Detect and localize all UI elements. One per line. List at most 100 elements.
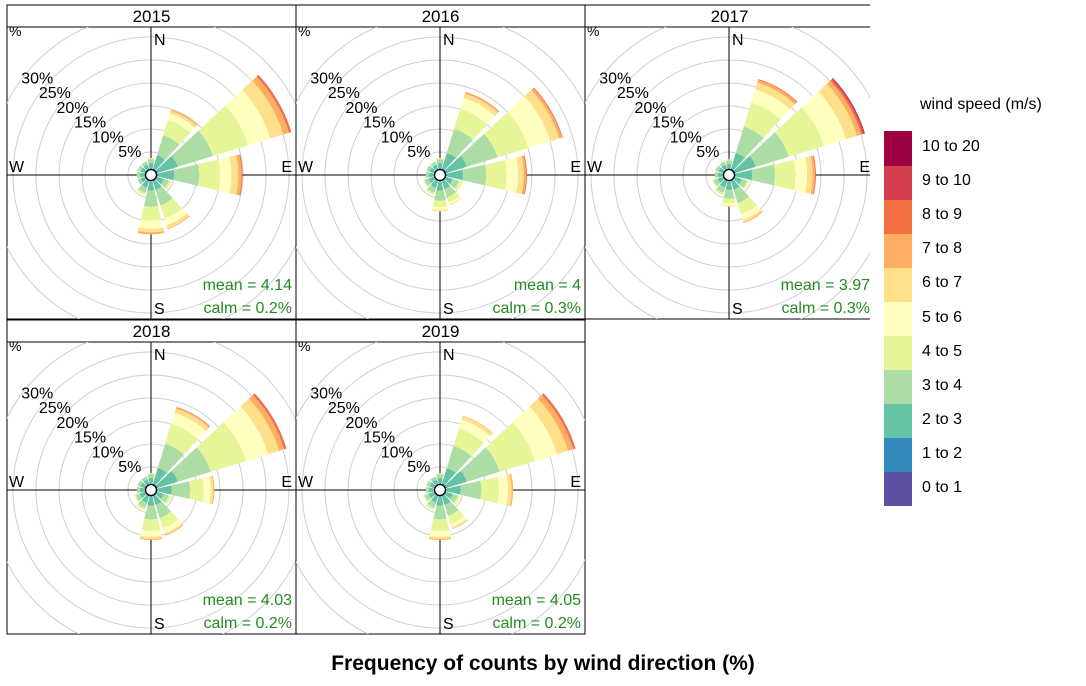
panel-year-label: 2016	[422, 7, 460, 26]
calm-circle	[722, 168, 736, 182]
wedge-120-bin-4	[453, 495, 461, 505]
wedge-150-bin-4	[159, 511, 179, 529]
wedge-30-bin-4	[165, 424, 199, 455]
compass-n: N	[154, 32, 166, 49]
wedge-30-bin-7	[170, 109, 198, 126]
wedge-120-bin-2	[155, 176, 164, 185]
wedge-120-bin-5	[166, 496, 173, 506]
radial-tick-label: 25%	[328, 85, 360, 102]
radial-unit-label: %	[587, 23, 599, 39]
wedge-30-bin-2	[731, 153, 745, 170]
wedge-150-bin-4	[446, 192, 460, 203]
legend-swatch	[884, 165, 912, 200]
compass-s: S	[443, 301, 454, 318]
wedge-60-bin-4	[485, 422, 536, 472]
wedge-90-bin-2	[157, 485, 172, 495]
radial-tick-label: 10%	[381, 129, 413, 146]
wedge-30-bin-4	[163, 120, 191, 145]
wedge-180-bin-4	[141, 518, 161, 531]
wedge-0-bin-4	[725, 159, 733, 162]
wedge-330-bin-2	[143, 164, 150, 171]
wedge-90-bin-3	[171, 481, 191, 499]
wedge-330-bin-3	[430, 476, 437, 482]
wedge-180-bin-3	[434, 190, 446, 201]
wedge-240-bin-3	[137, 178, 143, 185]
wedge-240-bin-3	[135, 493, 143, 501]
radial-tick-label: 15%	[363, 430, 395, 447]
wedge-90-bin-2	[157, 169, 175, 181]
wedge-240-bin-2	[717, 176, 725, 184]
wedge-90-bin-5	[218, 156, 232, 194]
wedge-240-bin-4	[423, 179, 429, 187]
wedge-30-bin-6	[169, 110, 197, 128]
legend-swatch	[884, 233, 912, 268]
wedge-180-bin-7	[428, 537, 452, 541]
mean-annotation: mean = 4.05	[492, 592, 582, 609]
wedge-60-bin-3	[460, 447, 500, 482]
wedge-300-bin-2	[429, 167, 436, 174]
wedge-150-bin-7	[743, 210, 764, 223]
wedge-120-bin-5	[455, 496, 462, 506]
wedge-180-bin-2	[147, 181, 155, 191]
wedge-150-bin-3	[444, 185, 456, 198]
wedge-0-bin-2	[437, 163, 443, 169]
wedge-210-bin-2	[430, 179, 439, 188]
wedge-60-bin-6	[242, 80, 284, 139]
wedge-30-bin-6	[461, 416, 493, 437]
calm-annotation: calm = 0.2%	[493, 615, 581, 632]
wedge-90-bin-6	[805, 156, 813, 194]
wedge-90-bin-4	[480, 476, 499, 504]
calm-annotation: calm = 0.2%	[204, 615, 292, 632]
mean-annotation: mean = 3.97	[781, 277, 870, 294]
wedge-90-bin-5	[202, 476, 211, 504]
wedge-90-bin-6	[516, 156, 524, 194]
mean-annotation: mean = 4.14	[203, 277, 293, 294]
wedge-180-bin-2	[436, 181, 444, 191]
wedge-30-bin-4	[454, 109, 488, 140]
wedge-30-bin-3	[157, 135, 180, 160]
wedge-60-bin-2	[445, 155, 467, 173]
radial-tick-label: 5%	[407, 144, 430, 161]
wedge-0-bin-3	[436, 159, 444, 164]
wedge-90-bin-4	[189, 478, 204, 502]
panel-year-label: 2017	[711, 7, 749, 26]
legend-swatch	[884, 369, 912, 405]
wedge-90-bin-7	[236, 154, 242, 196]
wedge-300-bin-2	[429, 482, 436, 489]
radial-tick-label: 10%	[670, 129, 702, 146]
panel-year-label: 2018	[133, 322, 171, 341]
radial-unit-label: %	[9, 338, 21, 354]
wedge-60-bin-2	[445, 470, 467, 488]
compass-e: E	[281, 474, 292, 491]
wedge-180-bin-5	[429, 529, 451, 537]
wedge-90-bin-4	[484, 159, 507, 191]
wedge-120-bin-5	[744, 181, 751, 191]
compass-e: E	[570, 159, 581, 176]
calm-circle	[433, 168, 447, 182]
legend-title: wind speed (m/s)	[920, 96, 1042, 113]
radial-tick-label: 30%	[310, 70, 342, 87]
wedge-150-bin-3	[733, 186, 750, 204]
wedge-90-bin-5	[497, 474, 509, 506]
radial-tick-label: 20%	[56, 100, 88, 117]
wedge-60-bin-2	[156, 155, 178, 173]
compass-n: N	[732, 32, 744, 49]
wedge-180-bin-5	[432, 206, 448, 210]
wedge-330-bin-3	[141, 161, 148, 167]
wedge-30-bin-2	[153, 155, 166, 170]
wedge-150-bin-2	[730, 179, 740, 190]
legend-swatch	[884, 301, 912, 337]
wedge-60-bin-3	[749, 132, 789, 167]
wedge-120-bin-4	[164, 180, 172, 190]
wedge-90-bin-1	[156, 488, 158, 492]
wedge-330-bin-2	[432, 479, 439, 486]
wedge-60-bin-1	[444, 169, 448, 174]
wedge-150-bin-4	[160, 198, 183, 219]
wedge-90-bin-6	[229, 155, 239, 195]
wedge-150-bin-6	[742, 209, 763, 223]
wedge-90-bin-2	[446, 485, 461, 495]
wedge-180-bin-3	[433, 505, 447, 520]
wedge-0-bin-3	[436, 474, 444, 479]
